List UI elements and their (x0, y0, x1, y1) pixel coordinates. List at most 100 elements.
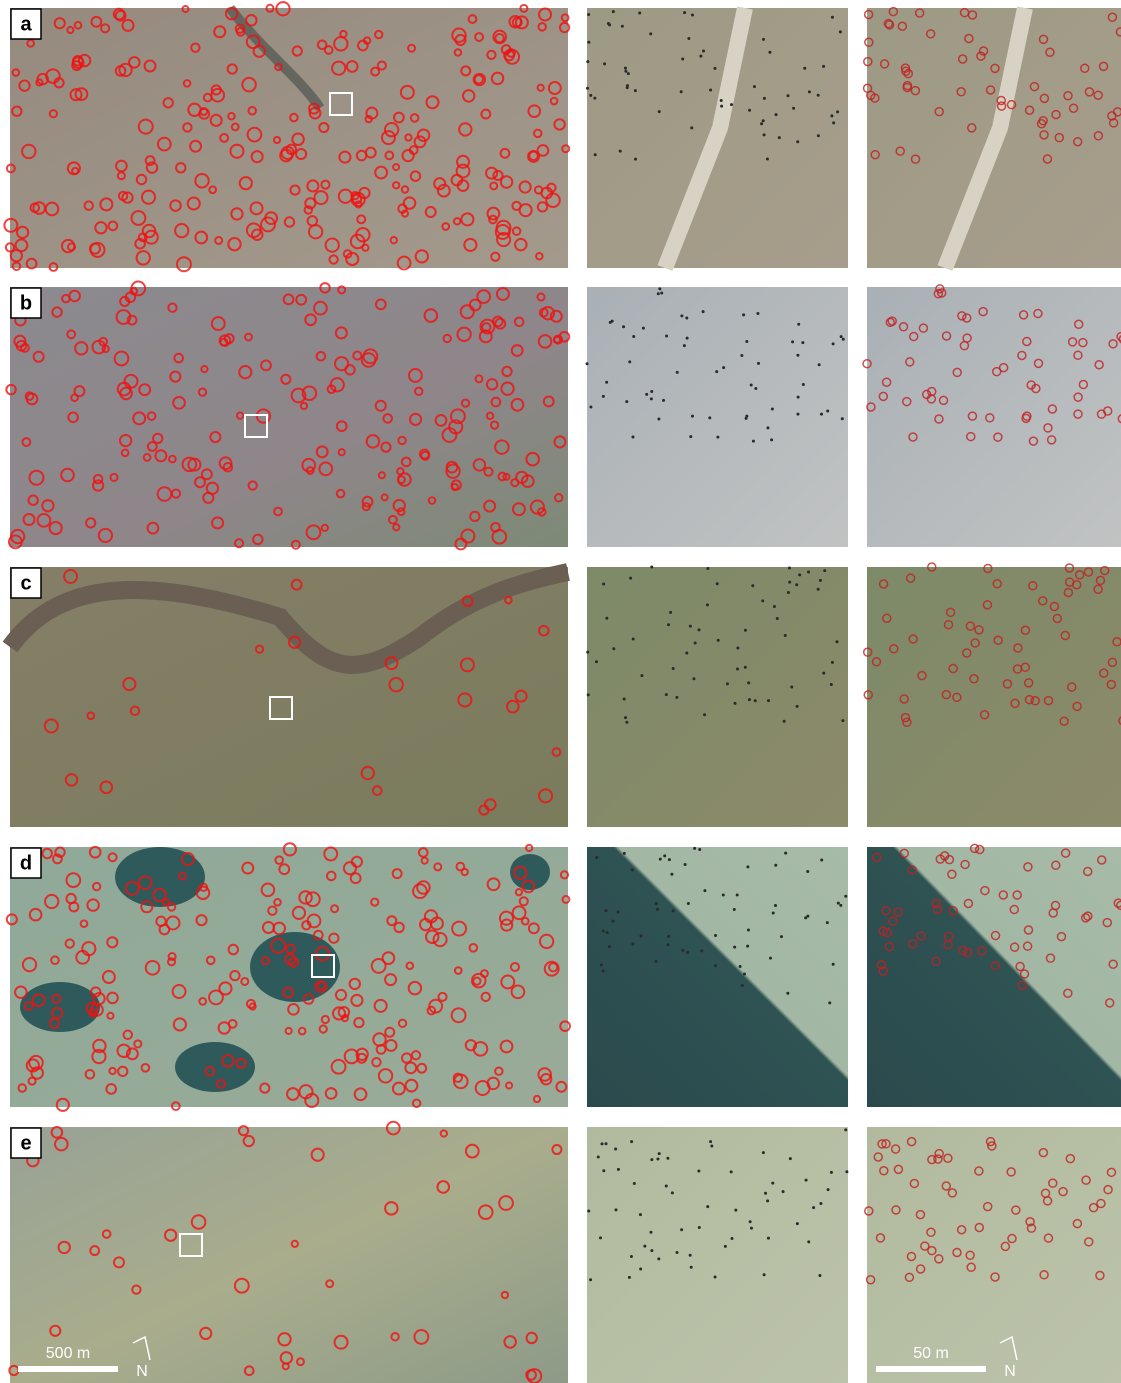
animal (632, 335, 635, 338)
animal (770, 438, 773, 441)
animal (658, 1152, 661, 1155)
animal (586, 60, 589, 63)
panel-label: b (20, 292, 32, 314)
animal (603, 62, 606, 65)
animal (681, 949, 684, 952)
animal (753, 85, 756, 88)
animal (789, 1157, 792, 1160)
animal (623, 697, 626, 700)
animal (782, 1190, 785, 1193)
animal (657, 418, 660, 421)
animal (689, 1254, 692, 1257)
animal (715, 370, 718, 373)
animal (792, 107, 795, 110)
animal (617, 1168, 620, 1171)
animal (617, 910, 620, 913)
animal (796, 705, 799, 708)
animal (714, 1275, 717, 1278)
animal (780, 935, 783, 938)
animal (597, 1155, 600, 1158)
animal (599, 1236, 602, 1239)
scale-label: 500 m (46, 1345, 90, 1362)
animal (691, 13, 694, 16)
animal (650, 1158, 653, 1161)
animal (614, 1148, 617, 1151)
animal (775, 113, 778, 116)
animal (686, 951, 689, 954)
animal (658, 287, 661, 290)
panel-label: c (20, 572, 31, 594)
animal (808, 90, 811, 93)
animal (702, 310, 705, 313)
animal (726, 682, 729, 685)
animal (788, 581, 791, 584)
animal (676, 371, 679, 374)
animal (760, 122, 763, 125)
animal (716, 582, 719, 585)
animal (722, 893, 725, 896)
animal (670, 873, 673, 876)
animal (733, 946, 736, 949)
animal (667, 943, 670, 946)
animal (667, 623, 670, 626)
animal (689, 625, 692, 628)
animal (645, 393, 648, 396)
animal (750, 1227, 753, 1230)
animal (710, 1144, 713, 1147)
animal (609, 321, 612, 324)
animal (746, 945, 749, 948)
animal (831, 16, 834, 19)
animal (690, 1266, 693, 1269)
animal (656, 1158, 659, 1161)
animal (668, 858, 671, 861)
animal (734, 1209, 737, 1212)
animal (762, 38, 765, 41)
animal (767, 699, 770, 702)
animal (778, 136, 781, 139)
animal (589, 94, 592, 97)
animal (746, 865, 749, 868)
animal (633, 1182, 636, 1185)
animal (832, 342, 835, 345)
animal (772, 911, 775, 914)
animal (593, 97, 596, 100)
animal (650, 1249, 653, 1252)
animal (714, 964, 717, 967)
animal (784, 852, 787, 855)
animal (626, 84, 629, 87)
animal (730, 103, 733, 106)
animal (776, 617, 779, 620)
animal (702, 50, 705, 53)
animal (631, 436, 634, 439)
animal (602, 1169, 605, 1172)
animal (822, 672, 825, 675)
animal (655, 960, 658, 963)
animal (686, 337, 689, 340)
animal (837, 902, 840, 905)
animal (750, 383, 753, 386)
animal (807, 571, 810, 574)
animal (743, 972, 746, 975)
animal (733, 908, 736, 911)
animal (747, 928, 750, 931)
animal (763, 133, 766, 136)
animal (642, 327, 645, 330)
animal (730, 1170, 733, 1173)
animal (638, 12, 641, 15)
animal (694, 642, 697, 645)
panel-label: e (20, 1132, 31, 1154)
animal (706, 1205, 709, 1208)
animal (624, 70, 627, 73)
animal (650, 390, 653, 393)
animal (763, 97, 766, 100)
animal (741, 984, 744, 987)
animal (587, 1209, 590, 1212)
animal (736, 668, 739, 671)
animal (687, 37, 690, 40)
animal (763, 1273, 766, 1276)
animal (612, 920, 615, 923)
animal (639, 1213, 642, 1216)
animal (748, 698, 751, 701)
animal (690, 126, 693, 129)
animal (624, 67, 627, 70)
